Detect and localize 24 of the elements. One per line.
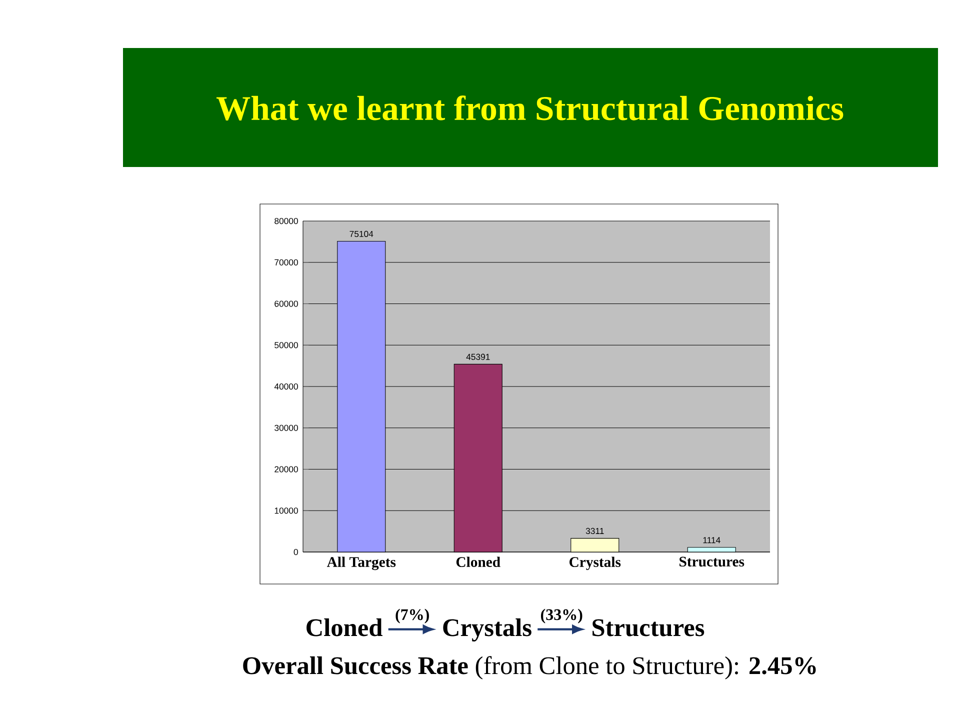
y-tick-label: 30000: [274, 424, 298, 431]
text: Crystals: [443, 618, 532, 642]
data-label: 75104: [350, 230, 374, 237]
y-tick-label: 0: [294, 548, 298, 556]
chart-title: What we learnt from Structural Genomics: [216, 96, 844, 120]
data-label: 45391: [466, 354, 490, 360]
y-tick-label: 70000: [274, 259, 298, 266]
data-label: 3311: [586, 528, 604, 534]
text: (7%): [396, 608, 429, 624]
y-tick-label: 60000: [274, 300, 298, 307]
y-tick-label: 50000: [274, 342, 298, 348]
text: (33%): [540, 608, 582, 624]
text: Cloned: [306, 618, 382, 636]
data-label: 1114: [703, 537, 720, 544]
x-tick-label: Structures: [680, 556, 744, 567]
y-tick-label: 10000: [274, 508, 298, 514]
x-tick-label: Cloned: [456, 556, 500, 568]
y-tick-label: 40000: [274, 383, 298, 390]
x-tick-label: All Targets: [326, 556, 396, 570]
text: Overall Success Rate (from Clone to Structure): 2.45%: [243, 656, 816, 680]
x-tick-label: Crystals: [570, 556, 621, 570]
y-tick-label: 80000: [274, 218, 298, 224]
y-tick-label: 20000: [274, 466, 298, 472]
text: Structures: [592, 619, 704, 636]
